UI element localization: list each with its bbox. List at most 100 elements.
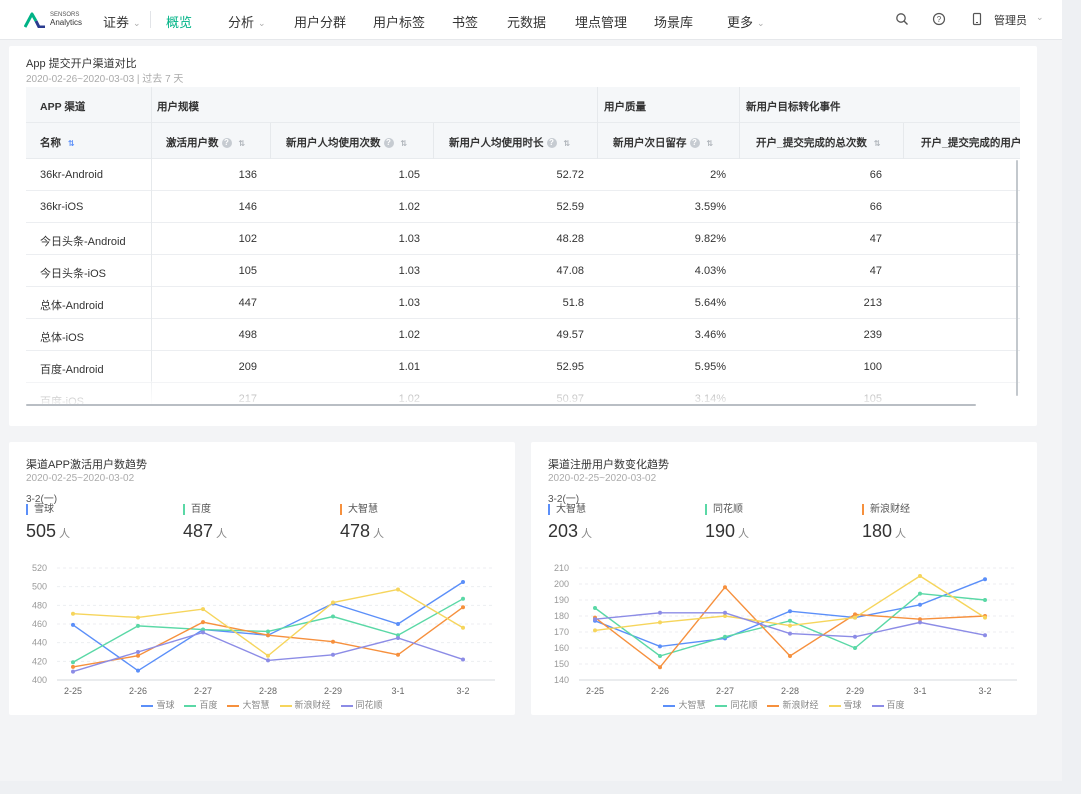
vertical-scrollbar[interactable] [1016, 160, 1018, 396]
help-icon[interactable]: ? [383, 138, 394, 149]
data-point[interactable] [136, 653, 140, 658]
col-header-avg-duration[interactable]: 新用户人均使用时长? ⇅ [449, 135, 570, 150]
data-point[interactable] [853, 615, 857, 620]
data-point[interactable] [788, 631, 792, 636]
data-point[interactable] [658, 665, 662, 670]
table-row[interactable]: 今日头条-iOS 105 1.03 47.08 4.03% 47 [26, 255, 1020, 287]
data-point[interactable] [658, 644, 662, 649]
data-point[interactable] [396, 633, 400, 638]
data-point[interactable] [201, 630, 205, 635]
mobile-icon[interactable] [970, 12, 984, 26]
data-point[interactable] [71, 611, 75, 616]
table-row[interactable]: 36kr-iOS 146 1.02 52.59 3.59% 66 [26, 191, 1020, 223]
chevron-down-icon[interactable]: ⌄ [1036, 12, 1044, 22]
data-point[interactable] [658, 620, 662, 625]
sort-icon[interactable]: ⇅ [238, 138, 246, 148]
col-header-submit-total[interactable]: 开户_提交完成的总次数 ⇅ [756, 135, 881, 150]
registration-line-chart[interactable]: 140 150 160 170 180 190 200 210 2-25 2-26 2-27 2-28… [531, 560, 1037, 696]
nav-item[interactable]: 概览 [166, 12, 192, 31]
nav-item[interactable]: 书签 [452, 12, 478, 31]
data-point[interactable] [461, 596, 465, 601]
legend-item[interactable]: 百度 [184, 698, 217, 711]
data-point[interactable] [918, 602, 922, 607]
legend-item[interactable]: 雪球 [828, 698, 862, 711]
nav-item[interactable]: 场景库 [654, 12, 693, 31]
legend-item[interactable]: 雪球 [141, 698, 174, 711]
nav-item[interactable]: 元数据 [507, 12, 546, 31]
legend-item[interactable]: 大智慧 [227, 698, 270, 711]
table-row[interactable]: 总体-iOS 498 1.02 49.57 3.46% 239 [26, 319, 1020, 351]
help-icon[interactable]: ? [546, 138, 557, 149]
data-point[interactable] [201, 607, 205, 612]
nav-item[interactable]: 用户标签 [373, 12, 425, 31]
legend-item[interactable]: 同花顺 [340, 698, 383, 711]
data-point[interactable] [723, 634, 727, 639]
data-point[interactable] [853, 634, 857, 639]
legend-item[interactable]: 大智慧 [663, 698, 705, 711]
table-row[interactable]: 36kr-Android 136 1.05 52.72 2% 66 [26, 159, 1020, 191]
data-point[interactable] [983, 615, 987, 620]
data-point[interactable] [918, 617, 922, 622]
col-header-retention[interactable]: 新用户次日留存? ⇅ [613, 135, 713, 150]
col-header-submit-users[interactable]: 开户_提交完成的用户 [921, 135, 1020, 150]
data-point[interactable] [266, 633, 270, 638]
data-point[interactable] [136, 623, 140, 628]
data-point[interactable] [593, 606, 597, 610]
sort-icon[interactable]: ⇅ [400, 138, 408, 148]
data-point[interactable] [723, 610, 727, 615]
data-point[interactable] [788, 654, 792, 658]
data-point[interactable] [71, 664, 75, 669]
help-icon[interactable]: ? [689, 138, 700, 149]
data-point[interactable] [396, 636, 400, 640]
data-point[interactable] [266, 629, 270, 634]
data-point[interactable] [71, 622, 75, 627]
project-switcher[interactable]: 证券 ⌄ [103, 12, 141, 31]
activation-line-chart[interactable]: 400 420 440 460 480 500 520 2-25 2-26 2-27 2-28 2-2… [9, 560, 515, 696]
sort-icon[interactable]: ⇅ [563, 138, 571, 148]
legend-item[interactable]: 百度 [871, 698, 905, 711]
data-point[interactable] [461, 625, 465, 630]
data-point[interactable] [461, 580, 465, 584]
data-point[interactable] [136, 650, 140, 654]
data-point[interactable] [593, 617, 597, 622]
data-point[interactable] [201, 627, 205, 632]
data-point[interactable] [201, 620, 205, 625]
data-point[interactable] [658, 610, 662, 615]
data-point[interactable] [983, 577, 987, 582]
data-point[interactable] [723, 614, 727, 618]
data-point[interactable] [983, 633, 987, 638]
help-icon[interactable]: ? [932, 12, 946, 26]
data-point[interactable] [461, 605, 465, 610]
data-point[interactable] [983, 598, 987, 602]
col-header-avg-sessions[interactable]: 新用户人均使用次数? ⇅ [286, 135, 407, 150]
data-point[interactable] [853, 646, 857, 650]
nav-item[interactable]: 埋点管理 [575, 12, 627, 31]
sort-icon[interactable]: ⇅ [706, 138, 714, 148]
data-point[interactable] [266, 658, 270, 663]
search-icon[interactable] [895, 12, 909, 26]
data-point[interactable] [331, 652, 335, 657]
data-point[interactable] [788, 609, 792, 614]
data-point[interactable] [396, 587, 400, 592]
data-point[interactable] [788, 618, 792, 623]
data-point[interactable] [723, 585, 727, 590]
horizontal-scrollbar[interactable] [26, 404, 976, 406]
logo[interactable]: SENSORS Analytics [24, 10, 84, 32]
legend-item[interactable]: 新浪财经 [279, 698, 331, 711]
data-point[interactable] [461, 657, 465, 662]
data-point[interactable] [136, 668, 140, 673]
data-point[interactable] [918, 620, 922, 625]
nav-item[interactable]: 更多 ⌄ [727, 12, 765, 31]
col-header-name[interactable]: 名称 ⇅ [40, 135, 75, 150]
nav-item[interactable]: 用户分群 [294, 12, 346, 31]
data-point[interactable] [331, 600, 335, 605]
table-row[interactable]: 今日头条-Android 102 1.03 48.28 9.82% 47 [26, 223, 1020, 255]
data-point[interactable] [853, 612, 857, 617]
help-icon[interactable]: ? [221, 138, 232, 149]
col-header-active-users[interactable]: 激活用户数? ⇅ [166, 135, 245, 150]
series-line[interactable] [72, 588, 464, 657]
data-point[interactable] [788, 623, 792, 628]
data-point[interactable] [136, 615, 140, 620]
data-point[interactable] [71, 660, 75, 665]
data-point[interactable] [266, 653, 270, 658]
